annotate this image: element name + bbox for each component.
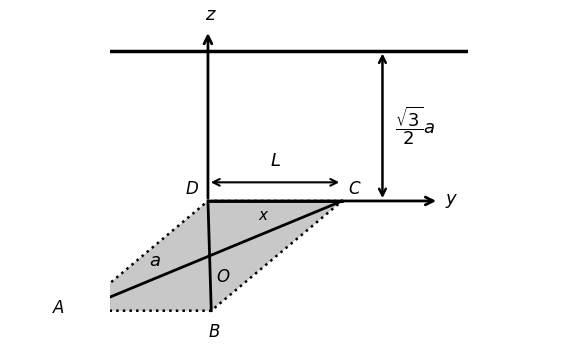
- Text: $C$: $C$: [349, 180, 362, 198]
- Text: $B$: $B$: [208, 323, 221, 341]
- Text: $z$: $z$: [205, 6, 217, 24]
- Text: $a$: $a$: [149, 252, 161, 270]
- Polygon shape: [77, 201, 342, 311]
- Text: $L$: $L$: [269, 152, 280, 170]
- Text: $y$: $y$: [445, 192, 458, 210]
- Text: $D$: $D$: [184, 180, 199, 198]
- Text: $\dfrac{\sqrt{3}}{2}a$: $\dfrac{\sqrt{3}}{2}a$: [395, 104, 435, 147]
- Text: $x$: $x$: [258, 208, 270, 223]
- Text: $O$: $O$: [216, 268, 230, 286]
- Text: $A$: $A$: [51, 299, 65, 317]
